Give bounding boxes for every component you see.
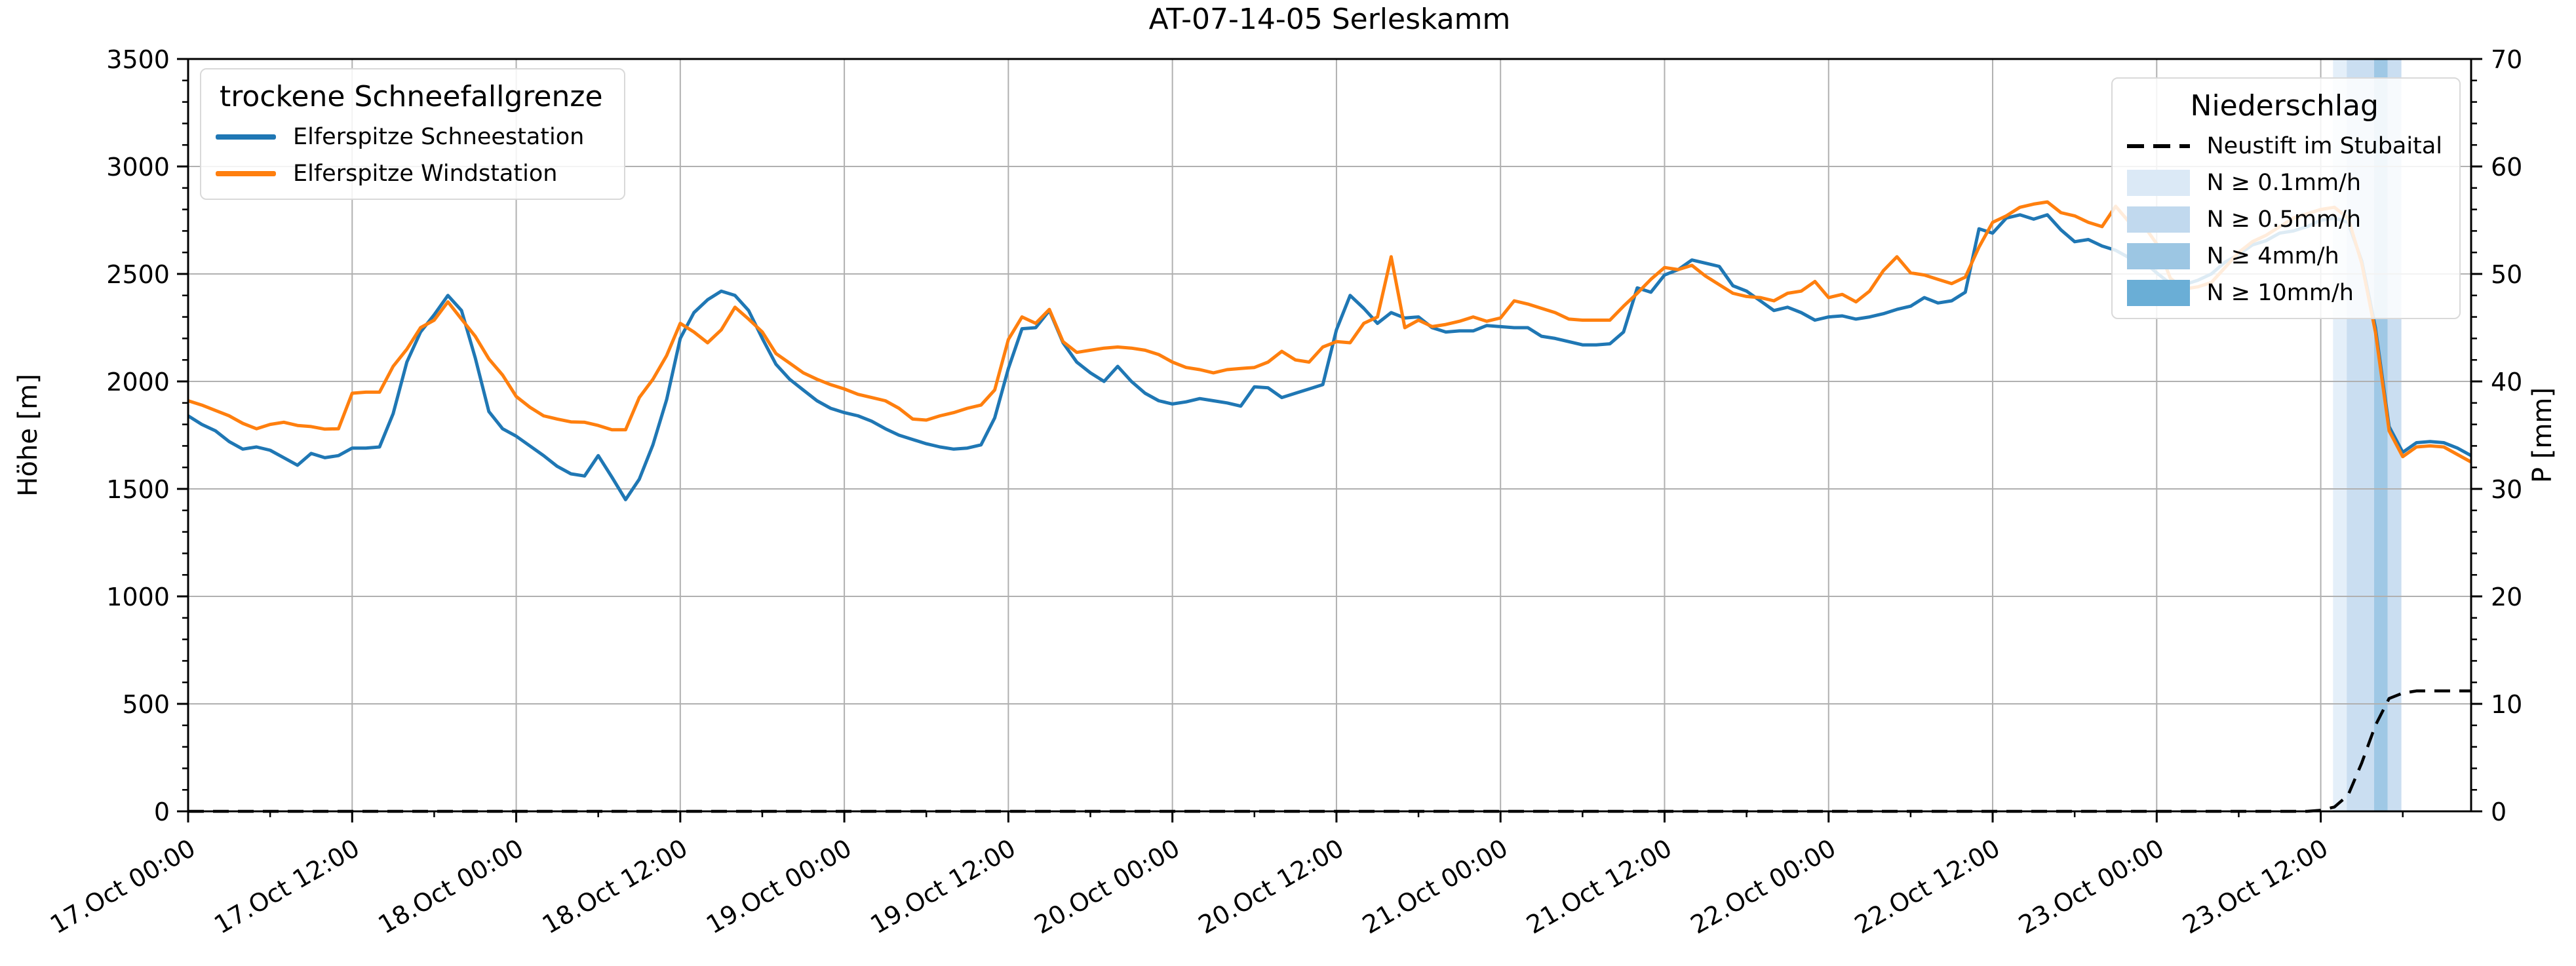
legend-item-label: Neustift im Stubaital [2206, 133, 2443, 159]
legend-precipitation: Niederschlag Neustift im Stubaital N ≥ 0… [2111, 77, 2461, 319]
dashed-line-swatch [2126, 144, 2190, 148]
legend-item-label: Elferspitze Schneestation [293, 124, 585, 150]
legend-item-band-0.5: N ≥ 0.5mm/h [2126, 206, 2443, 233]
legend-snowline: trockene Schneefallgrenze Elferspitze Sc… [200, 68, 625, 200]
x-tick-label: 19.Oct 12:00 [865, 834, 1021, 940]
y-left-tick-label: 3500 [106, 45, 170, 74]
legend-item-neustift: Neustift im Stubaital [2126, 133, 2443, 159]
y-left-tick-label: 3000 [106, 153, 170, 182]
y-left-tick-label: 500 [122, 690, 170, 719]
x-tick-label: 23.Oct 00:00 [2014, 834, 2169, 940]
y-left-tick-labels: 0 500 1000 1500 2000 2500 3000 3500 [106, 45, 170, 826]
x-tick-label: 22.Oct 00:00 [1686, 834, 1841, 940]
legend-item-band-0.1: N ≥ 0.1mm/h [2126, 170, 2443, 196]
axis-ticks [177, 58, 2482, 822]
x-tick-label: 21.Oct 12:00 [1521, 834, 1677, 940]
legend-item-label: N ≥ 0.5mm/h [2206, 206, 2362, 233]
y-right-tick-label: 10 [2491, 690, 2522, 719]
legend-item-schneestation: Elferspitze Schneestation [216, 124, 607, 150]
y-right-tick-label: 60 [2491, 153, 2522, 182]
legend-item-label: N ≥ 0.1mm/h [2206, 170, 2362, 196]
legend-item-label: Elferspitze Windstation [293, 161, 558, 187]
x-tick-label: 22.Oct 12:00 [1850, 834, 2005, 940]
x-tick-label: 23.Oct 12:00 [2178, 834, 2333, 940]
orange-line-swatch [216, 171, 276, 176]
legend-precipitation-title: Niederschlag [2190, 89, 2379, 123]
x-tick-label: 18.Oct 00:00 [374, 834, 529, 940]
x-tick-label: 21.Oct 00:00 [1357, 834, 1513, 940]
y-right-tick-label: 30 [2491, 475, 2522, 504]
y-left-tick-label: 2500 [106, 260, 170, 289]
legend-item-label: N ≥ 10mm/h [2206, 280, 2354, 306]
plot-spines [187, 58, 2472, 813]
legend-item-windstation: Elferspitze Windstation [216, 161, 607, 187]
series-elferspitze-windstation [187, 200, 2472, 464]
y-right-tick-labels: 0 10 20 30 40 50 60 70 [2491, 45, 2522, 826]
y-right-axis-label: P [mm] [2527, 387, 2558, 483]
x-tick-label: 19.Oct 00:00 [701, 834, 857, 940]
y-right-tick-label: 50 [2491, 260, 2522, 289]
y-left-tick-label: 2000 [106, 368, 170, 396]
x-tick-labels: 17.Oct 00:00 17.Oct 12:00 18.Oct 00:00 18.O… [45, 834, 2333, 940]
band-swatch-0.5-icon [2126, 206, 2190, 233]
x-tick-label: 17.Oct 12:00 [209, 834, 364, 940]
legend-item-band-4: N ≥ 4mm/h [2126, 243, 2443, 269]
legend-item-label: N ≥ 4mm/h [2206, 243, 2339, 269]
band-swatch-0.1-icon [2126, 170, 2190, 196]
y-right-tick-label: 40 [2491, 368, 2522, 396]
y-left-axis-label: Höhe [m] [13, 374, 43, 496]
y-right-tick-label: 20 [2491, 583, 2522, 611]
legend-item-band-10: N ≥ 10mm/h [2126, 280, 2443, 306]
x-tick-label: 17.Oct 00:00 [45, 834, 201, 940]
series-elferspitze-schneestation [187, 213, 2472, 501]
band-swatch-4-icon [2126, 243, 2190, 269]
y-right-tick-label: 0 [2491, 798, 2507, 826]
x-tick-label: 20.Oct 12:00 [1194, 834, 1349, 940]
x-tick-label: 18.Oct 12:00 [537, 834, 693, 940]
y-right-tick-label: 70 [2491, 45, 2522, 74]
band-swatch-10-icon [2126, 280, 2190, 306]
series-neustift-im-stubaital [188, 689, 2471, 813]
chart-title: AT-07-14-05 Serleskamm [1148, 3, 1511, 36]
blue-line-swatch [216, 134, 276, 140]
y-left-tick-label: 1500 [106, 475, 170, 504]
legend-snowline-title: trockene Schneefallgrenze [220, 80, 603, 113]
gridlines [188, 59, 2471, 811]
x-tick-label: 20.Oct 00:00 [1030, 834, 1185, 940]
y-left-tick-label: 1000 [106, 583, 170, 611]
y-left-tick-label: 0 [154, 798, 170, 826]
